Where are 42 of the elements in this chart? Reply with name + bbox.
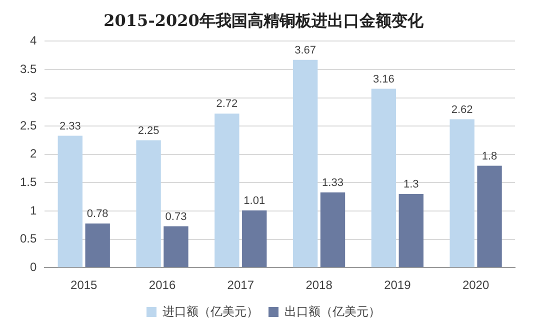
y-tick-label: 0.5 — [20, 232, 37, 246]
data-label: 1.8 — [482, 150, 498, 162]
y-tick-label: 3.5 — [20, 62, 37, 76]
y-tick-label: 2 — [30, 146, 37, 161]
x-tick-label: 2018 — [306, 278, 333, 292]
bar — [85, 223, 110, 268]
data-label: 0.78 — [86, 208, 108, 220]
y-tick-label: 1 — [30, 203, 37, 218]
x-tick-label: 2017 — [227, 278, 254, 292]
bar — [320, 192, 346, 268]
bar — [214, 114, 240, 268]
data-label: 0.73 — [165, 210, 187, 223]
y-tick-label: 0 — [30, 260, 37, 274]
data-label: 2.25 — [138, 124, 160, 137]
bar — [136, 140, 161, 268]
bar — [164, 226, 188, 268]
bar — [58, 136, 83, 268]
y-tick-label: 1.5 — [20, 175, 37, 190]
data-label: 2.62 — [451, 104, 473, 116]
bar — [242, 210, 267, 268]
data-label: 2.72 — [216, 98, 238, 110]
bar — [398, 194, 424, 268]
bar — [477, 166, 502, 268]
data-label: 3.67 — [294, 44, 316, 56]
y-tick-label: 2.5 — [20, 118, 37, 132]
x-tick-label: 2016 — [148, 278, 176, 292]
data-label: 3.16 — [372, 73, 394, 86]
bar — [450, 119, 474, 268]
data-label: 2.33 — [59, 120, 81, 132]
legend-label: 出口额（亿美元） — [284, 304, 380, 318]
x-tick-label: 2019 — [384, 278, 412, 292]
legend-label: 进口额（亿美元） — [162, 304, 258, 318]
bar — [371, 88, 396, 268]
y-tick-label: 3 — [30, 90, 37, 104]
y-tick-label: 4 — [30, 34, 37, 48]
data-label: 1.01 — [244, 194, 266, 207]
x-tick-label: 2015 — [70, 278, 98, 292]
x-tick-label: 2020 — [462, 278, 490, 292]
bar — [292, 60, 318, 268]
data-label: 1.33 — [322, 176, 344, 189]
chart-title: 2015-2020年我国高精铜板进出口金额变化 — [104, 10, 424, 30]
data-label: 1.3 — [403, 178, 419, 191]
